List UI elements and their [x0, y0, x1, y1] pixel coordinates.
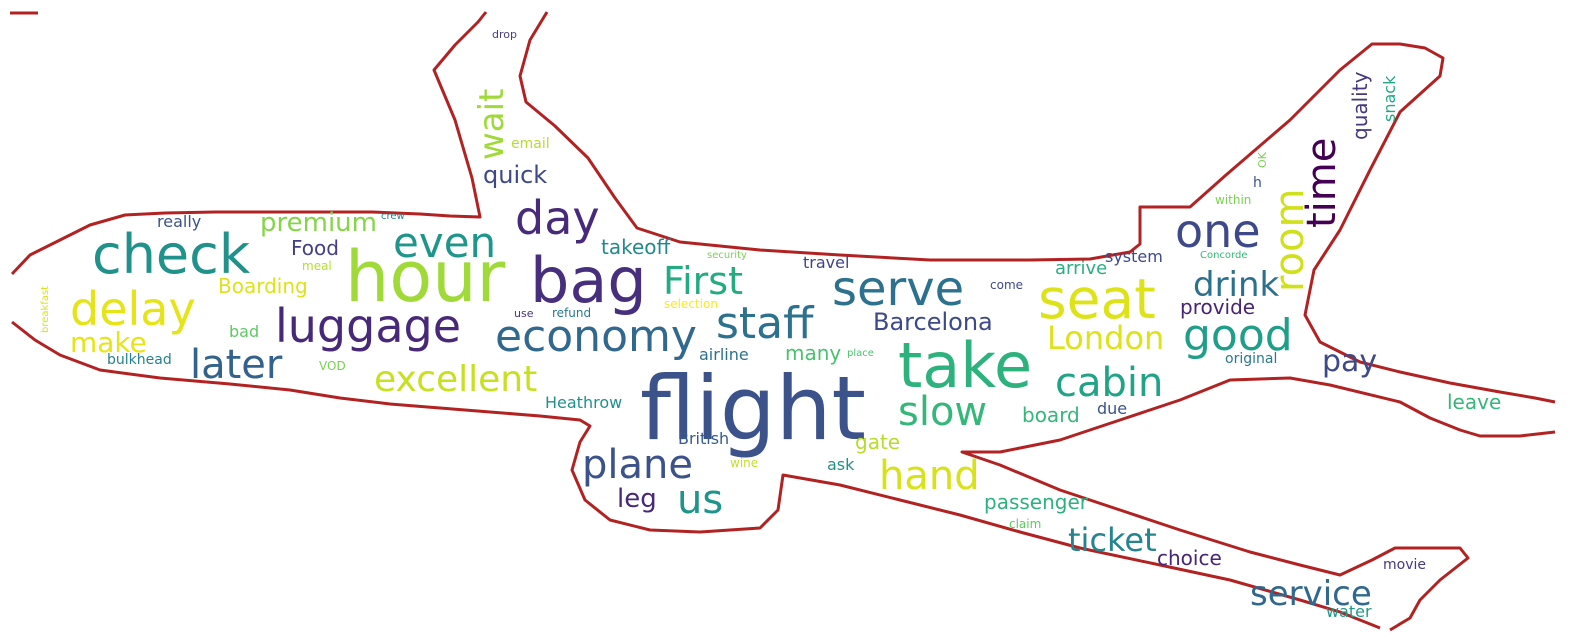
cloud-word-food: Food: [291, 236, 339, 260]
cloud-word-due: due: [1097, 399, 1128, 418]
cloud-word-ticket: ticket: [1068, 521, 1157, 559]
cloud-word-choice: choice: [1157, 546, 1222, 570]
cloud-word-seat: seat: [1038, 267, 1156, 331]
cloud-word-even: even: [393, 218, 497, 267]
cloud-word-cabin: cabin: [1055, 360, 1164, 406]
cloud-word-ok: OK: [1256, 152, 1269, 168]
cloud-word-concorde: Concorde: [1200, 250, 1248, 261]
cloud-word-excellent: excellent: [374, 359, 538, 400]
cloud-word-later: later: [190, 342, 283, 388]
cloud-word-really: really: [157, 212, 202, 231]
cloud-word-economy: economy: [495, 311, 697, 362]
cloud-word-board: board: [1022, 403, 1080, 427]
cloud-word-come: come: [990, 278, 1024, 292]
cloud-word-security: security: [707, 250, 747, 261]
cloud-word-service: service: [1250, 574, 1372, 614]
cloud-word-ask: ask: [827, 455, 855, 474]
cloud-word-snack: snack: [1380, 75, 1399, 122]
cloud-word-bag: bag: [530, 244, 647, 317]
cloud-word-leave: leave: [1447, 390, 1502, 414]
cloud-word-staff: staff: [716, 298, 814, 349]
cloud-word-quick: quick: [483, 161, 548, 189]
cloud-word-selection: selection: [664, 297, 718, 311]
cloud-word-refund: refund: [552, 306, 592, 320]
cloud-word-water: water: [1326, 602, 1372, 621]
cloud-word-premium: premium: [260, 208, 377, 238]
cloud-word-use: use: [514, 307, 534, 320]
cloud-word-place: place: [847, 348, 874, 359]
cloud-word-bulkhead: bulkhead: [107, 352, 172, 368]
cloud-word-take: take: [898, 329, 1033, 402]
cloud-word-barcelona: Barcelona: [873, 308, 993, 336]
cloud-word-luggage: luggage: [275, 299, 462, 353]
cloud-word-plane: plane: [582, 442, 693, 488]
cloud-word-boarding: Boarding: [218, 274, 308, 298]
cloud-word-meal: meal: [302, 259, 332, 273]
cloud-word-delay: delay: [70, 282, 196, 336]
cloud-word-email: email: [511, 136, 550, 152]
cloud-word-serve: serve: [832, 261, 965, 317]
cloud-word-british: British: [678, 429, 730, 448]
cloud-word-drop: drop: [492, 28, 517, 41]
cloud-word-hour: hour: [345, 236, 506, 318]
cloud-word-movie: movie: [1383, 557, 1426, 573]
cloud-word-wine: wine: [730, 456, 759, 470]
cloud-word-crew: crew: [381, 211, 405, 222]
cloud-word-provide: provide: [1180, 295, 1256, 319]
cloud-word-check: check: [92, 223, 251, 286]
cloud-word-us: us: [677, 477, 724, 523]
cloud-word-claim: claim: [1009, 517, 1042, 531]
cloud-word-airline: airline: [699, 345, 749, 364]
cloud-word-vod: VOD: [319, 359, 346, 373]
cloud-word-breakfast: breakfast: [40, 285, 51, 333]
cloud-word-make: make: [70, 326, 147, 359]
cloud-word-many: many: [785, 341, 842, 365]
cloud-word-quality: quality: [1348, 71, 1372, 140]
cloud-word-good: good: [1183, 310, 1293, 361]
cloud-word-original: original: [1225, 351, 1278, 367]
cloud-word-slow: slow: [898, 389, 988, 435]
cloud-word-gate: gate: [855, 430, 901, 454]
cloud-word-passenger: passenger: [984, 490, 1088, 514]
cloud-word-london: London: [1047, 319, 1165, 357]
cloud-word-leg: leg: [617, 484, 657, 514]
cloud-word-drink: drink: [1193, 265, 1280, 305]
cloud-word-takeoff: takeoff: [601, 235, 671, 259]
cloud-word-bad: bad: [229, 322, 260, 341]
cloud-word-flight: flight: [640, 357, 867, 460]
cloud-word-travel: travel: [803, 253, 850, 272]
cloud-word-one: one: [1175, 204, 1261, 258]
cloud-word-pay: pay: [1322, 344, 1378, 379]
cloud-word-first: First: [663, 259, 743, 303]
cloud-word-wait: wait: [472, 88, 512, 160]
cloud-word-h: h: [1253, 175, 1262, 191]
cloud-word-arrive: arrive: [1055, 258, 1108, 279]
cloud-word-system: system: [1105, 247, 1163, 266]
cloud-word-hand: hand: [879, 453, 980, 499]
cloud-word-day: day: [515, 191, 600, 245]
cloud-word-within: within: [1215, 193, 1252, 207]
cloud-word-heathrow: Heathrow: [545, 393, 623, 412]
